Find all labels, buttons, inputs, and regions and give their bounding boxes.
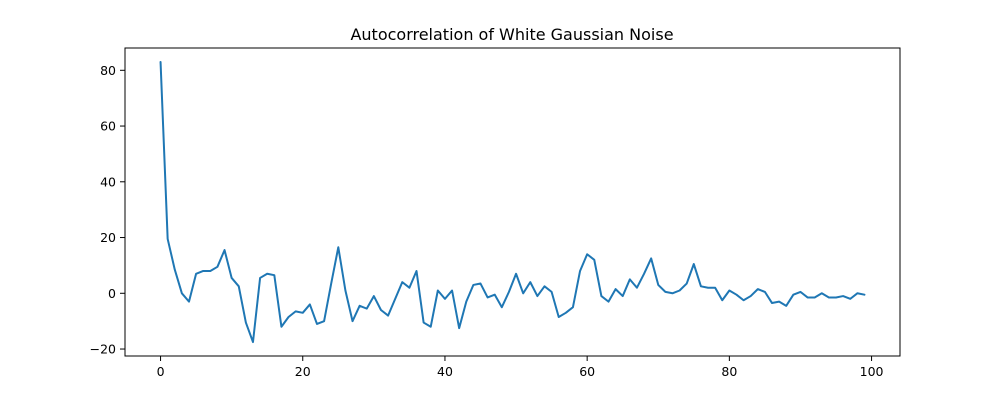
y-tick-label: 0 xyxy=(108,286,116,301)
series-layer xyxy=(159,60,866,344)
series-line xyxy=(159,60,866,344)
plot-frame xyxy=(124,47,901,357)
x-tick-label: 0 xyxy=(157,364,165,379)
y-tick-label: 60 xyxy=(100,119,116,134)
y-tick-label: −20 xyxy=(90,342,116,357)
y-axis: −20 0 20 40 60 80 xyxy=(90,63,125,357)
x-tick-label: 100 xyxy=(860,364,884,379)
x-axis: 0 20 40 60 80 100 xyxy=(157,356,884,379)
x-tick-label: 60 xyxy=(579,364,595,379)
x-tick-label: 40 xyxy=(437,364,453,379)
x-tick-label: 20 xyxy=(295,364,311,379)
y-tick-label: 40 xyxy=(100,174,116,189)
chart-title: Autocorrelation of White Gaussian Noise xyxy=(350,25,673,44)
y-tick-label: 80 xyxy=(100,63,116,78)
y-tick-label: 20 xyxy=(100,230,116,245)
x-tick-label: 80 xyxy=(721,364,737,379)
